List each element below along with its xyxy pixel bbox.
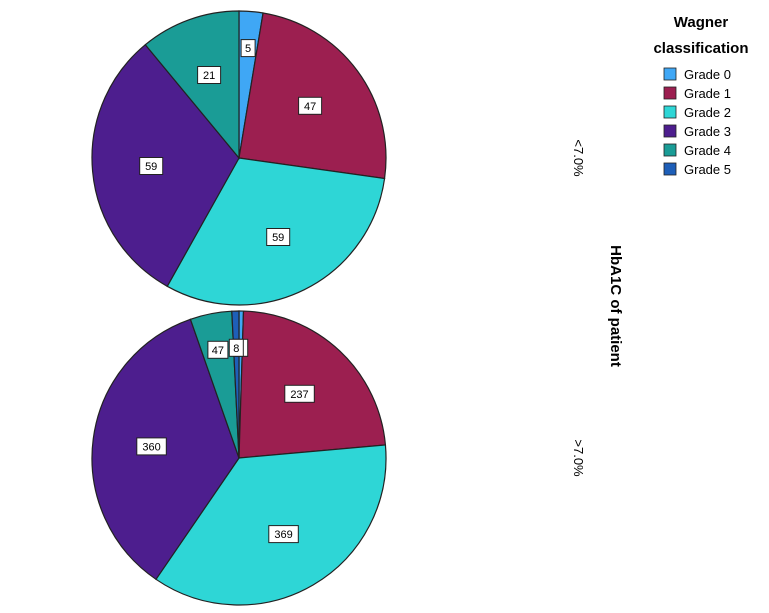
data-label-grade-2: 59 — [266, 228, 291, 246]
data-label-text: 360 — [142, 441, 160, 453]
legend-item-grade-2: Grade 2 — [663, 105, 731, 120]
panel-label-gt7: >7.0% — [571, 439, 586, 477]
data-label-box — [197, 66, 222, 84]
data-label-box — [298, 96, 323, 115]
legend-item-grade-3: Grade 3 — [663, 124, 731, 139]
legend-item-grade-5: Grade 5 — [663, 162, 731, 177]
legend-swatch — [663, 143, 677, 157]
data-label-grade-5: 8 — [228, 338, 244, 357]
legend-swatch — [663, 86, 677, 100]
data-label-text: 369 — [274, 529, 292, 541]
data-label-text: 59 — [272, 232, 284, 244]
data-label-text: 59 — [145, 161, 157, 173]
legend-item-grade-1: Grade 1 — [663, 86, 731, 101]
data-label-box — [207, 340, 229, 359]
data-label-box — [139, 157, 164, 175]
legend-item-grade-0: Grade 0 — [663, 67, 731, 82]
data-label-box — [240, 39, 256, 58]
legend-label: Grade 3 — [684, 124, 731, 139]
pie-7-0: 5 47 59 59 21 — [91, 10, 387, 306]
legend-items: Grade 0 Grade 1 Grade 2 Grade 3 Grade 4 Grade… — [663, 67, 731, 177]
data-label-grade-1: 237 — [284, 384, 315, 403]
legend-item-grade-4: Grade 4 — [663, 143, 731, 158]
data-label-grade-3: 59 — [139, 157, 164, 175]
data-label-box — [268, 525, 299, 544]
panel-label-lt7: <7.0% — [571, 139, 586, 177]
legend-label: Grade 1 — [684, 86, 731, 101]
data-label-text: 47 — [304, 101, 316, 113]
legend-swatch — [663, 124, 677, 138]
pie-7-0: 5237369360478 — [91, 310, 387, 606]
panel-axis-title: HbA1C of patient — [607, 245, 624, 367]
pie-slice-grade-1 — [238, 310, 387, 459]
data-label-text: 21 — [203, 70, 215, 82]
data-label-text: 8 — [233, 343, 239, 355]
data-label-grade-0: 5 — [240, 39, 256, 58]
data-label-grade-3: 360 — [136, 437, 167, 456]
legend-title-line1: Wagner — [674, 14, 729, 31]
pie-panels: 5 47 59 59 215 237 369 360 47 8 — [91, 10, 387, 606]
data-label-box — [266, 228, 291, 246]
legend-label: Grade 5 — [684, 162, 731, 177]
data-label-grade-1: 47 — [298, 96, 323, 115]
data-label-text: 237 — [290, 389, 308, 401]
legend-label: Grade 0 — [684, 67, 731, 82]
data-label-text: 5 — [245, 43, 251, 55]
data-label-text: 47 — [212, 345, 224, 357]
data-label-grade-2: 369 — [268, 525, 299, 544]
data-label-box — [228, 338, 244, 357]
pie-slice-grade-1 — [238, 12, 387, 180]
legend-label: Grade 2 — [684, 105, 731, 120]
pie-slice-grade-2 — [155, 444, 387, 606]
legend-swatch — [663, 105, 677, 119]
pie-slice-grade-3 — [91, 43, 240, 288]
data-label-box — [136, 437, 167, 456]
data-label-grade-4: 47 — [207, 340, 229, 359]
legend-swatch — [663, 162, 677, 176]
legend-label: Grade 4 — [684, 143, 731, 158]
data-label-box — [284, 384, 315, 403]
legend-swatch — [663, 67, 677, 81]
pie-slice-grade-4 — [144, 10, 240, 160]
legend-title-line2: classification — [653, 40, 748, 57]
data-label-grade-4: 21 — [197, 66, 222, 84]
